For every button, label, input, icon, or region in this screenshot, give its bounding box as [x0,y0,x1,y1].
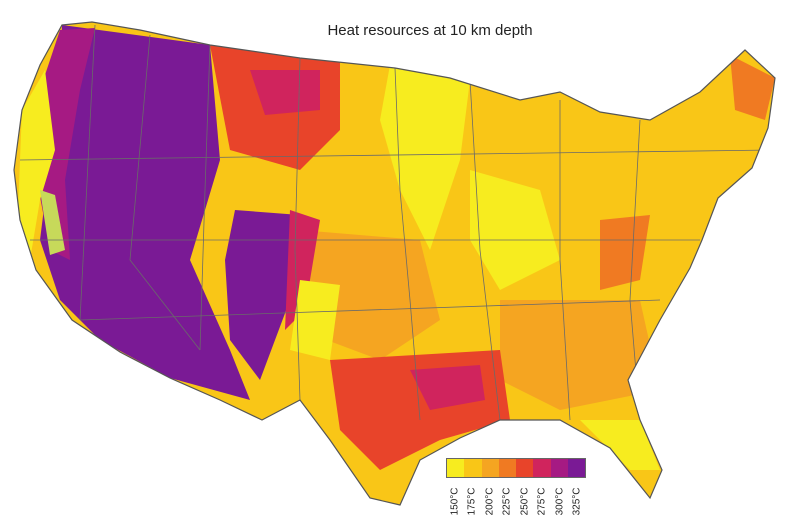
zone-150-east [470,170,560,290]
zone-175-central-valley [40,190,65,255]
legend-label: 250°C [519,487,531,516]
legend-label: 150°C [449,487,461,516]
zone-275-montana [250,70,320,115]
zone-150-north [380,65,470,250]
legend-label-cell: 250°C [516,478,534,528]
map-title: Heat resources at 10 km depth [327,22,533,39]
legend-swatch [498,459,516,477]
zone-325-west [40,25,250,400]
legend-swatch [533,459,551,477]
zone-325-colorado [225,210,300,380]
legend-swatch [516,459,534,477]
legend-labels: 150°C 175°C 200°C 225°C 250°C 275°C 300°C 325°C [446,478,586,528]
us-border-line [13,21,776,506]
legend-label: 275°C [536,487,548,516]
legend-label-cell: 300°C [551,478,569,528]
legend-label: 200°C [484,487,496,516]
temperature-legend: 150°C 175°C 200°C 225°C 250°C 275°C 300°C 325°C [446,458,586,528]
legend-label-cell: 175°C [464,478,482,528]
legend-label-cell: 225°C [499,478,517,528]
zone-150-plains [290,280,340,360]
legend-swatch [464,459,482,477]
state-borders [19,24,771,421]
zone-150-gulf [580,420,660,470]
zone-225-appalachia [600,215,650,290]
legend-swatch [550,459,568,477]
legend-label: 300°C [554,487,566,516]
legend-label-cell: 150°C [446,478,464,528]
legend-label: 325°C [571,487,583,516]
legend-swatch [481,459,499,477]
heat-zones [18,25,775,470]
legend-label-cell: 325°C [569,478,587,528]
legend-label: 225°C [501,487,513,516]
zone-275-texas [410,365,485,410]
zone-225-northeast [730,55,775,120]
zone-200-central [300,230,440,360]
legend-swatch [567,459,585,477]
legend-swatch [447,459,465,477]
legend-label-cell: 275°C [534,478,552,528]
legend-label-cell: 200°C [481,478,499,528]
zone-200-southeast [500,300,660,410]
legend-label: 175°C [466,487,478,516]
zone-150-pacific [18,70,55,260]
legend-swatches [446,458,586,478]
